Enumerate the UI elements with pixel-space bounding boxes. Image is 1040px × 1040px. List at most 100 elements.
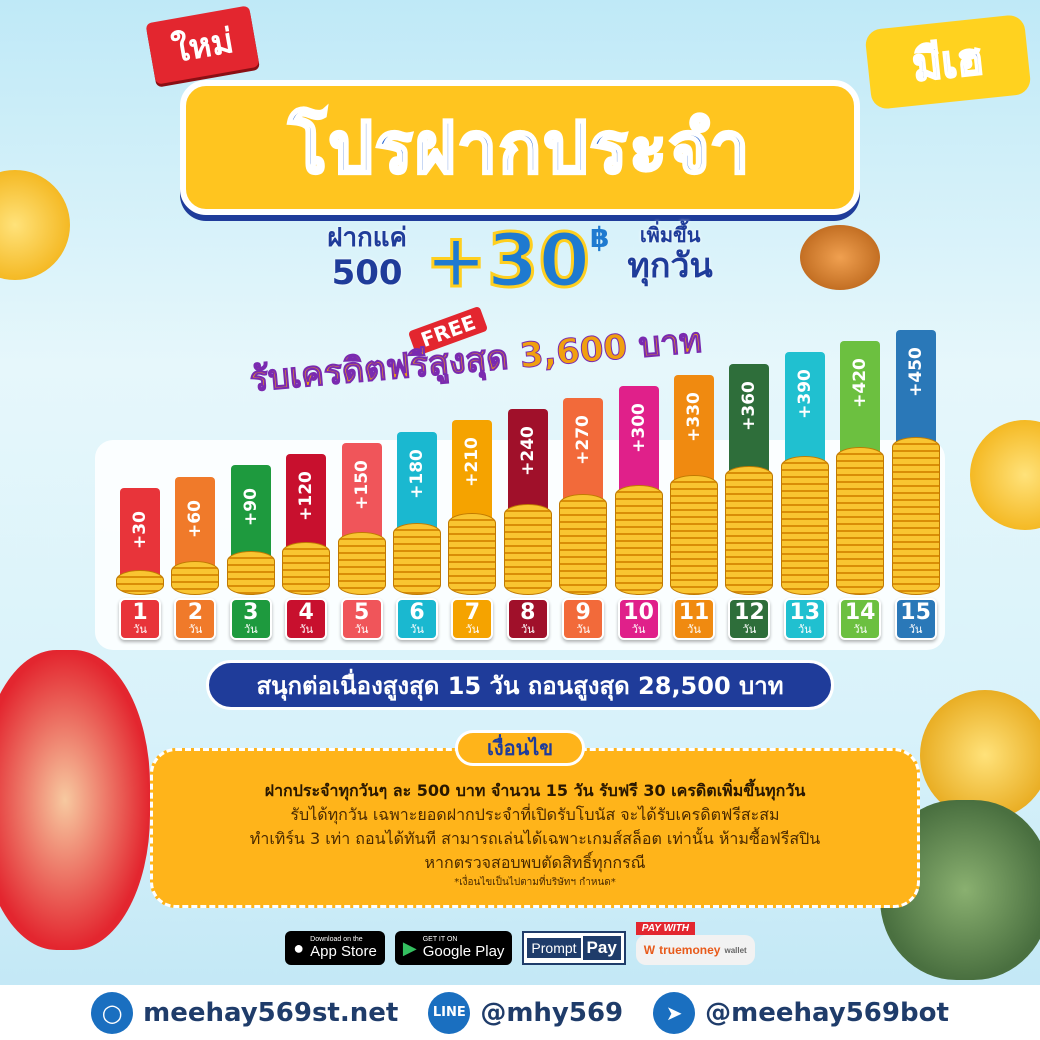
bonus-label: +420 — [850, 358, 871, 408]
bonus-label: +300 — [628, 403, 649, 454]
day-number: 6 — [409, 600, 425, 625]
coin-stack — [614, 484, 663, 595]
day-unit: วัน — [354, 623, 369, 636]
bonus-label: +180 — [407, 448, 427, 499]
day-unit: วัน — [853, 623, 868, 636]
day-unit: วัน — [576, 623, 591, 636]
deposit-value: 500 — [331, 252, 403, 293]
line-icon: LINE — [428, 991, 471, 1034]
conditions-box: ฝากประจำทุกวันๆ ละ 500 บาท จำนวน 15 วัน … — [150, 748, 920, 908]
day-number: 12 — [734, 600, 765, 625]
bonus-label: +330 — [684, 392, 704, 442]
streak-banner: สนุกต่อเนื่องสูงสุด 15 วัน ถอนสูงสุด 28,… — [206, 660, 834, 710]
coin-stack — [503, 503, 552, 595]
bonus-label: +270 — [573, 414, 594, 465]
bonus-label: +240 — [517, 426, 538, 476]
footer: ○ meehay569st.net LINE @mhy569 ➤ @meehay569… — [0, 985, 1040, 1040]
bonus-label: +210 — [462, 437, 483, 488]
day-number: 1 — [132, 600, 148, 625]
day-tile: 6 วัน — [396, 598, 438, 640]
day-tile: 15 วัน — [894, 598, 937, 640]
day-tile: 11 วัน — [673, 598, 715, 640]
day-unit: วัน — [243, 623, 258, 636]
coin-stack — [559, 494, 608, 595]
bonus-bar: +180 — [397, 431, 437, 535]
day-unit: วัน — [299, 623, 314, 636]
website-link[interactable]: ○ meehay569st.net — [91, 991, 398, 1034]
bonus-bar: +390 — [784, 352, 825, 468]
day-unit: วัน — [465, 623, 480, 636]
coin-stack — [725, 465, 774, 595]
coin-stack — [393, 522, 441, 595]
bonus-label: +30 — [130, 511, 150, 549]
bonus-bar: +360 — [729, 363, 770, 478]
bonus-bar: +90 — [230, 465, 271, 563]
coin-decoration — [970, 420, 1040, 530]
coin-stack — [891, 437, 940, 595]
app-store-small: Download on the — [310, 936, 363, 944]
day-number: 8 — [520, 600, 536, 625]
condition-line: ทำเทิร์น 3 เท่า ถอนได้ทันที สามารถเล่นได… — [249, 829, 821, 848]
day-number: 5 — [353, 600, 370, 625]
baht-sign: ฿ — [589, 221, 610, 254]
bonus-bar: +300 — [618, 386, 659, 497]
day-number: 13 — [789, 600, 821, 625]
coin-stack — [448, 513, 497, 595]
mascot-orange — [800, 225, 880, 290]
bonus-label: +120 — [296, 471, 317, 521]
new-badge: ใหม่ — [145, 5, 261, 85]
day-unit: วัน — [410, 623, 424, 636]
day-number: 15 — [900, 600, 931, 625]
bonus-label: +390 — [794, 369, 815, 420]
bonus-amount: +30 — [423, 218, 591, 304]
daily-increase: เพิ่มขึ้น ทุกวัน — [627, 224, 712, 286]
brand-logo: มีเฮ — [864, 13, 1032, 111]
day-number: 3 — [243, 600, 259, 625]
coin-stack — [670, 475, 718, 595]
line-link[interactable]: LINE @mhy569 — [428, 991, 623, 1034]
condition-line: ฝากประจำทุกวันๆ ละ 500 บาท จำนวน 15 วัน … — [264, 781, 806, 800]
day-unit: วัน — [687, 623, 701, 636]
day-number: 9 — [575, 600, 591, 625]
google-play-label: Google Play — [422, 942, 505, 960]
promptpay-text: Prompt — [527, 938, 581, 958]
promptpay-text-pay: Pay — [582, 936, 621, 960]
coin-stack — [780, 456, 829, 595]
bonus-label: +150 — [351, 459, 372, 510]
coin-stack — [337, 532, 386, 595]
bonus-group: +30 ฿ — [423, 218, 610, 304]
day-unit: วัน — [133, 623, 147, 636]
google-play-small: GET IT ON — [422, 936, 458, 944]
day-number: 10 — [623, 600, 654, 625]
day-tile: 12 วัน — [728, 598, 771, 640]
truemoney-icon: W — [643, 943, 656, 957]
day-tile: 13 วัน — [783, 598, 826, 640]
promptpay-logo: Prompt Pay — [522, 931, 626, 965]
bonus-bar: +150 — [341, 442, 382, 544]
daily-value: ทุกวัน — [627, 246, 713, 286]
day-unit: วัน — [188, 623, 203, 636]
bonus-bar: +210 — [452, 420, 493, 525]
bonus-bar: +60 — [175, 476, 216, 573]
day-unit: วัน — [797, 623, 812, 636]
day-tile: 9 วัน — [562, 598, 605, 640]
day-tile: 7 วัน — [451, 598, 494, 640]
truemoney-sub: wallet — [724, 945, 747, 955]
day-tile: 14 วัน — [839, 598, 882, 640]
bonus-label: +60 — [185, 499, 206, 538]
bonus-label: +450 — [905, 346, 926, 397]
google-play-button[interactable]: ▶ GET IT ON Google Play — [394, 931, 513, 965]
coin-decoration — [920, 690, 1040, 820]
offer-row: ฝากแค่ 500 +30 ฿ เพิ่มขึ้น ทุกวัน — [0, 218, 1040, 304]
daily-label: เพิ่มขึ้น — [639, 223, 701, 247]
app-store-button[interactable]: ● Download on the App Store — [285, 931, 385, 965]
bonus-label: +90 — [240, 488, 261, 527]
bonus-bar: +270 — [563, 397, 604, 506]
logo-text: มีเฮ — [909, 32, 987, 92]
app-store-label: App Store — [310, 942, 377, 960]
day-number: 4 — [298, 600, 314, 625]
day-tile: 1 วัน — [119, 598, 161, 640]
telegram-text: @meehay569bot — [705, 997, 949, 1028]
telegram-link[interactable]: ➤ @meehay569bot — [653, 991, 949, 1034]
conditions-title: เงื่อนไข — [455, 730, 585, 766]
